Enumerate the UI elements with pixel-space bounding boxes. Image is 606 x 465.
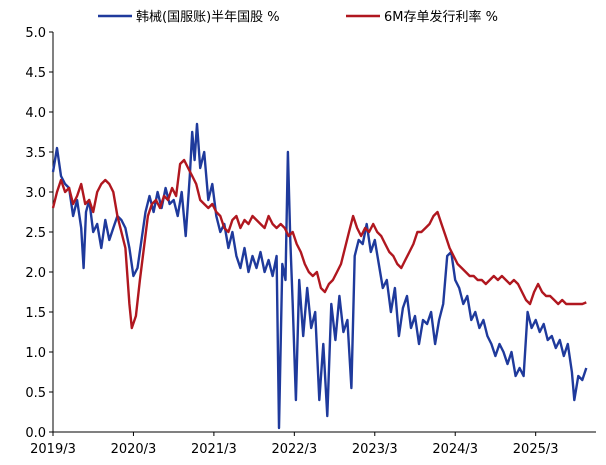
series-group: [51, 122, 588, 430]
x-tick-label: 2024/3: [432, 442, 478, 457]
legend-label-2: 6M存单发行利率 %: [384, 9, 498, 25]
y-tick-label: 4.0: [25, 106, 46, 121]
series-line-2: [51, 158, 587, 330]
series-line-1: [51, 122, 588, 430]
y-tick-label: 1.0: [25, 346, 46, 361]
x-axis: 2019/3 2020/3 2021/3 2022/3 2023/3 2024/3 2025…: [30, 431, 596, 457]
x-tick-label: 2020/3: [111, 442, 157, 457]
y-tick-label: 2.0: [25, 266, 46, 281]
y-tick-label: 0.5: [25, 386, 46, 401]
x-tick-label: 2023/3: [352, 442, 398, 457]
x-tick-label: 2019/3: [30, 442, 76, 457]
y-tick-label: 5.0: [25, 26, 46, 41]
y-axis: 0.0 0.5 1.0 1.5 2.0 2.5 3.0 3.5 4.0 4.5 5.0: [25, 26, 54, 441]
y-tick-label: 1.5: [25, 306, 46, 321]
x-tick-label: 2025/3: [513, 442, 559, 457]
y-tick-label: 3.5: [25, 146, 46, 161]
chart-legend: 韩械(国服账)半年国股 % 6M存单发行利率 %: [98, 9, 498, 25]
y-tick-label: 0.0: [25, 426, 46, 441]
y-tick-label: 4.5: [25, 66, 46, 81]
y-tick-label: 3.0: [25, 186, 46, 201]
y-tick-label: 2.5: [25, 226, 46, 241]
x-tick-label: 2021/3: [191, 442, 237, 457]
legend-label-1: 韩械(国服账)半年国股 %: [136, 10, 280, 25]
x-tick-label: 2022/3: [271, 442, 317, 457]
